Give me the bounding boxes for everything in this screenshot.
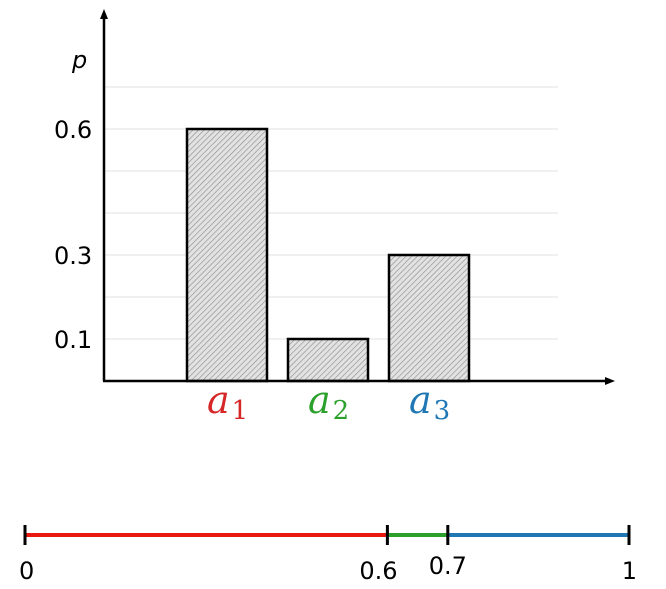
number-line: 0 0.6 0.7 1 [19,525,637,585]
gridlines [104,86,558,340]
y-tick-label: 0.6 [54,116,92,144]
number-line-label: 0.7 [429,552,467,580]
category-labels: a1 a2 a3 [207,378,450,426]
bar-2 [286,337,370,383]
category-label-2: a2 [308,378,349,426]
y-tick-label: 0.1 [54,326,92,354]
number-line-label: 0.6 [359,557,397,585]
y-axis-label: p [71,46,87,74]
bar-1 [185,127,269,383]
y-tick-labels: 0.6 0.3 0.1 [54,116,92,354]
bar-3 [387,253,471,383]
category-label-3: a3 [409,378,450,426]
category-label-1: a1 [207,378,248,426]
number-line-label: 1 [622,557,637,585]
number-line-label: 0 [19,557,34,585]
y-tick-label: 0.3 [54,242,92,270]
